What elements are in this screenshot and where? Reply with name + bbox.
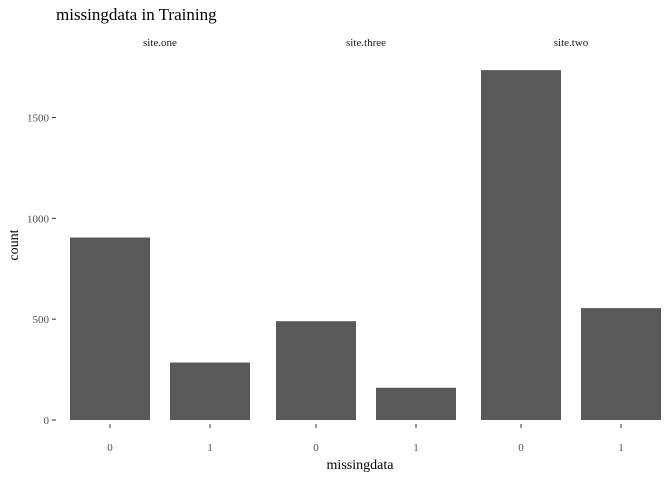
facet-strip-label: site.three xyxy=(346,37,386,49)
bar xyxy=(376,387,456,420)
y-axis: 0 500 1000 1500 xyxy=(27,113,56,427)
x-tick-label: 1 xyxy=(207,442,213,454)
facet-panel: site.two 0 1 xyxy=(481,37,661,454)
bar xyxy=(170,362,250,420)
x-tick-label: 0 xyxy=(313,442,319,454)
y-tick-label: 1000 xyxy=(27,213,50,225)
x-tick-label: 0 xyxy=(107,442,113,454)
bar xyxy=(70,237,150,420)
y-axis-title: count xyxy=(7,229,22,260)
bar xyxy=(276,321,356,420)
y-tick-label: 500 xyxy=(33,314,50,326)
x-tick-label: 1 xyxy=(413,442,419,454)
facet-panel: site.three 0 1 xyxy=(276,37,456,454)
bar xyxy=(481,70,561,420)
chart-title: missingdata in Training xyxy=(56,5,217,24)
x-axis-title: missingdata xyxy=(327,458,395,473)
x-tick-label: 0 xyxy=(518,442,524,454)
y-tick-label: 0 xyxy=(44,415,50,427)
facet-panel: site.one 0 1 xyxy=(70,37,250,454)
facet-panels: site.one 0 1 site.three 0 1 site.two 0 1 xyxy=(70,37,661,454)
facet-strip-label: site.one xyxy=(143,37,177,49)
y-tick-label: 1500 xyxy=(27,113,50,125)
facet-strip-label: site.two xyxy=(554,37,589,49)
bar xyxy=(581,308,661,420)
x-tick-label: 1 xyxy=(618,442,624,454)
